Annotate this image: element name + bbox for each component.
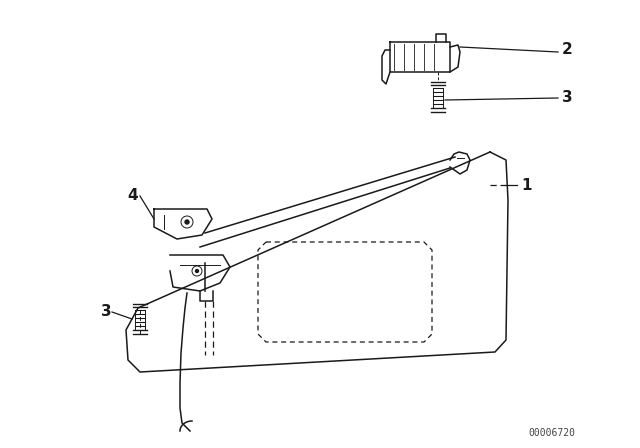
Text: 00006720: 00006720	[528, 428, 575, 438]
Text: 4: 4	[127, 189, 138, 203]
Text: 2: 2	[562, 43, 573, 57]
Text: 3: 3	[101, 305, 112, 319]
Text: 3: 3	[562, 90, 573, 104]
Text: 1: 1	[521, 177, 531, 193]
Circle shape	[185, 220, 189, 224]
Circle shape	[195, 270, 198, 272]
